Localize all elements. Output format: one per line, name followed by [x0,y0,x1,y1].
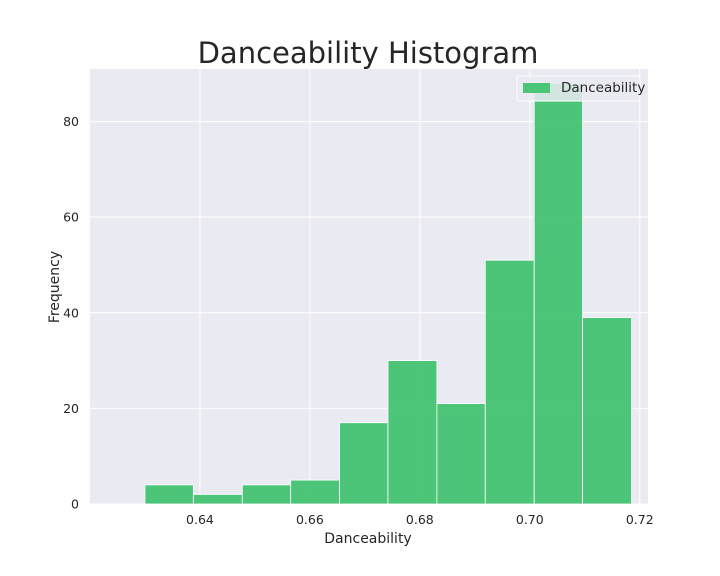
histogram-bar [241,484,292,505]
histogram-bar [387,360,438,505]
legend: Danceability [516,75,645,102]
y-axis-ticks: 0 20 40 60 80 [63,114,79,511]
chart-title: Danceability Histogram [198,36,539,70]
bar-series [144,82,632,505]
x-tick-label: 0.66 [296,512,324,527]
histogram-bar [533,82,583,505]
histogram-bar [484,259,535,505]
histogram-bar [144,484,194,505]
histogram-bar [290,479,340,505]
legend-swatch [523,83,550,93]
legend-box [516,75,641,102]
x-axis-ticks: 0.64 0.66 0.68 0.70 0.72 [186,512,654,527]
y-tick-label: 20 [63,401,79,416]
histogram-bar [192,494,243,505]
y-tick-label: 60 [63,210,79,225]
x-tick-label: 0.70 [516,512,544,527]
y-tick-label: 0 [71,497,79,512]
y-tick-label: 40 [63,305,79,320]
x-tick-label: 0.68 [406,512,434,527]
y-axis-label: Frequency [47,251,63,323]
histogram-bar [582,317,632,505]
histogram-bar [436,403,486,505]
x-axis-label: Danceability [324,531,411,547]
histogram-bar [339,422,389,505]
x-tick-label: 0.72 [626,512,654,527]
legend-label: Danceability [561,80,645,96]
x-tick-label: 0.64 [186,512,214,527]
y-tick-label: 80 [63,114,79,129]
